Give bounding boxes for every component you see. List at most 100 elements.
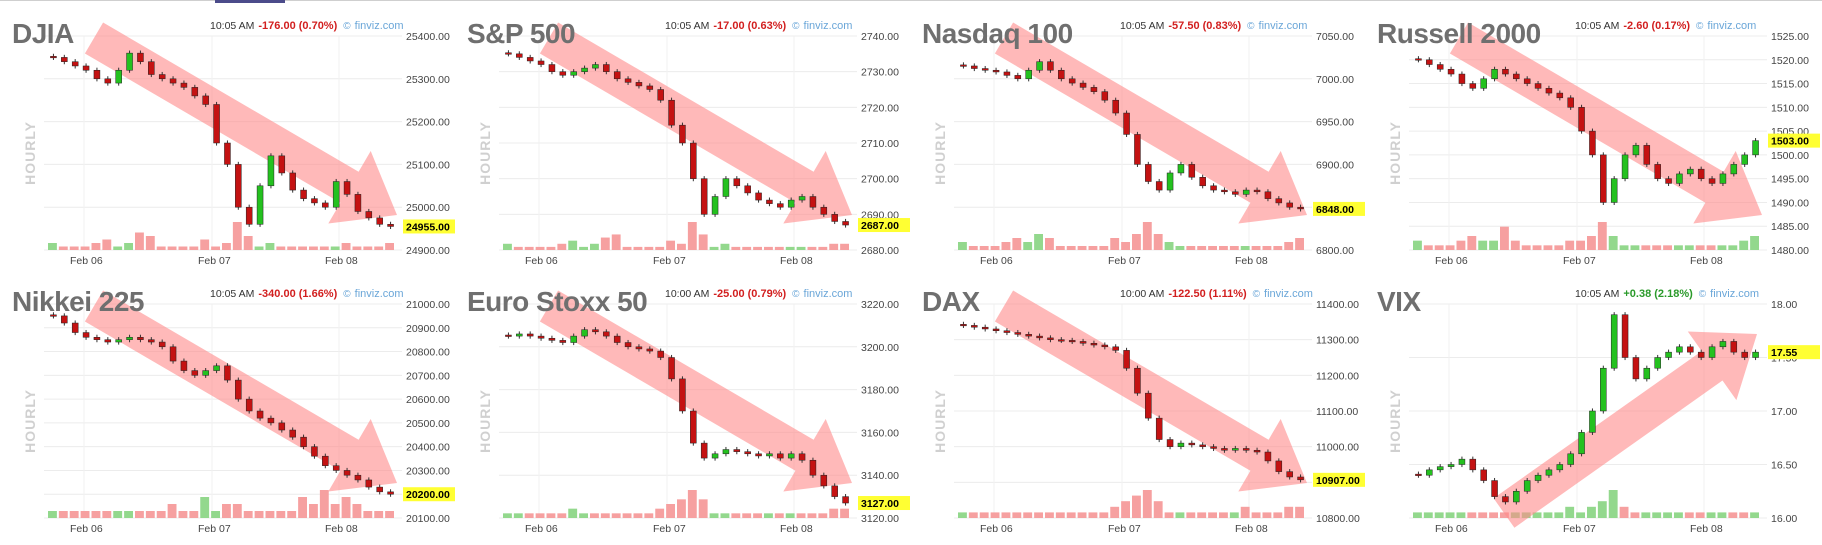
copyright-icon: © (1696, 21, 1704, 32)
candle (1752, 351, 1759, 358)
candle (960, 64, 967, 67)
candle (137, 337, 144, 340)
candle (213, 365, 220, 371)
chart-panel-3[interactable]: 1525.00 1520.00 1515.00 1510.00 1505.00 1500.… (1365, 8, 1820, 270)
chart-panel-5[interactable]: 3220.00 3200.00 3180.00 3160.00 3140.00 3120.… (455, 276, 910, 538)
volume-bar (1208, 512, 1217, 518)
volume-bar (135, 232, 144, 250)
candle (690, 410, 697, 444)
chart-info-line: 10:05 AM -176.00 (0.70%) © finviz.com (210, 20, 404, 32)
candle (1264, 191, 1272, 199)
volume-bar (80, 246, 90, 250)
x-tick-label: Feb 06 (70, 255, 103, 267)
volume-bar (979, 512, 989, 518)
volume-bar (48, 511, 57, 518)
timestamp: 10:05 AM (210, 20, 255, 32)
candle (1621, 314, 1629, 358)
price-change: +0.38 (2.18%) (1623, 288, 1693, 300)
candle (1415, 58, 1422, 61)
candle (1253, 189, 1261, 193)
source-link[interactable]: finviz.com (1264, 288, 1313, 300)
volume-bar (1717, 512, 1727, 518)
volume-bar (1284, 242, 1294, 250)
chart-panel-1[interactable]: 2740.00 2730.00 2720.00 2710.00 2700.00 2690.… (455, 8, 910, 270)
source-link[interactable]: finviz.com (803, 288, 853, 300)
candle (1134, 134, 1141, 165)
source-link[interactable]: finviz.com (354, 288, 404, 300)
chart-panel-6[interactable]: 11400.00 11300.00 11200.00 11100.00 11000.00… (910, 276, 1365, 538)
candle (1741, 154, 1748, 165)
copyright-icon: © (343, 21, 351, 32)
volume-bar (1467, 512, 1477, 518)
y-tick-label: 11100.00 (1316, 406, 1358, 418)
candle (831, 214, 838, 222)
candle (289, 172, 296, 191)
candle (332, 465, 340, 471)
volume-bar (731, 246, 741, 250)
candle (733, 178, 741, 187)
y-tick-label: 1510.00 (1771, 102, 1809, 114)
volume-bar (363, 511, 373, 518)
candle (1003, 71, 1011, 76)
volume-bar (1445, 245, 1455, 250)
x-tick-label: Feb 06 (525, 523, 558, 535)
volume-bar (666, 240, 675, 250)
candle (1513, 491, 1520, 503)
candle (537, 335, 545, 339)
candle (755, 453, 762, 457)
candle (981, 326, 989, 330)
y-tick-label: 2740.00 (861, 31, 899, 43)
volume-bar (764, 246, 773, 250)
volume-bar (309, 246, 318, 250)
chart-title: Euro Stoxx 50 (467, 286, 648, 317)
volume-bar (796, 246, 806, 250)
copyright-icon: © (1252, 289, 1261, 300)
candle (1426, 469, 1433, 476)
source-link[interactable]: finviz.com (803, 20, 853, 32)
candle (1523, 78, 1531, 84)
chart-panel-2[interactable]: 7050.007000.006950.006900.006850.006800.… (910, 8, 1365, 270)
candle (1177, 164, 1185, 174)
volume-bar (1532, 512, 1542, 518)
candle (1697, 168, 1705, 179)
volume-bar (1055, 246, 1065, 250)
candle (733, 449, 741, 452)
volume-bar (243, 511, 253, 518)
candle (278, 422, 286, 431)
source-link[interactable]: finviz.com (354, 20, 404, 32)
candle (1253, 449, 1261, 453)
source-link[interactable]: finviz.com (1258, 20, 1308, 32)
volume-bar (1597, 222, 1607, 250)
volume-bar (243, 236, 253, 250)
chart-panel-4[interactable]: 21000.00 20900.00 20800.00 20700.00 20600.00… (0, 276, 455, 538)
volume-bar (1478, 240, 1488, 250)
candle (137, 52, 144, 62)
volume-bar (1088, 246, 1098, 250)
volume-bar (1750, 236, 1759, 250)
candle (679, 378, 686, 412)
x-tick-label: Feb 08 (1235, 255, 1268, 267)
candle (115, 69, 122, 84)
candle (624, 342, 632, 348)
source-link[interactable]: finviz.com (1710, 288, 1760, 300)
y-tick-label: 21000.00 (406, 299, 450, 311)
source-link[interactable]: finviz.com (1707, 20, 1757, 32)
volume-bar (352, 504, 362, 518)
volume-bar (232, 504, 242, 518)
candle (1155, 417, 1163, 440)
volume-bar (1674, 512, 1683, 518)
candle (1491, 480, 1498, 497)
candle (1730, 341, 1738, 353)
candle (1643, 145, 1651, 165)
chart-svg: 7050.007000.006950.006900.006850.006800.… (932, 22, 1365, 267)
y-tick-label: 20800.00 (406, 347, 450, 359)
volume-bar (677, 243, 686, 250)
candle (1523, 480, 1531, 492)
volume-bar (1175, 246, 1185, 250)
chart-panel-0[interactable]: 25400.00 25300.00 25200.00 25100.00 25000.00… (0, 8, 455, 270)
candle (1232, 191, 1239, 195)
candle (267, 155, 275, 187)
volume-bar (1197, 512, 1207, 518)
volume-bar (1619, 245, 1629, 250)
